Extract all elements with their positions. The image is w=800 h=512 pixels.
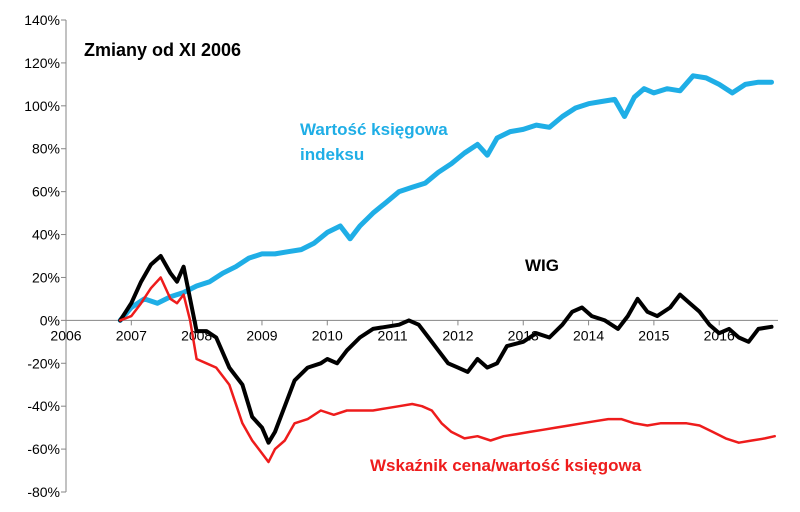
- series-label-wig: WIG: [525, 256, 559, 275]
- series-label-price-to-book: Wskaźnik cena/wartość księgowa: [370, 456, 642, 475]
- series-line-wig: [118, 254, 774, 445]
- y-tick-label: 100%: [24, 98, 60, 114]
- x-tick-label: 2006: [50, 327, 81, 343]
- x-tick-label: 2014: [573, 327, 604, 343]
- y-tick-label: 80%: [32, 141, 60, 157]
- y-tick-label: 120%: [24, 55, 60, 71]
- y-tick-label: 20%: [32, 269, 60, 285]
- x-tick-label: 2007: [116, 327, 147, 343]
- x-tick-label: 2011: [378, 327, 408, 343]
- y-tick-label: -20%: [27, 355, 60, 371]
- series-line-book-value: [117, 73, 774, 323]
- x-tick-label: 2012: [442, 327, 473, 343]
- y-tick-label: -60%: [27, 441, 60, 457]
- y-tick-label: 40%: [32, 227, 60, 243]
- y-tick-label: -80%: [27, 484, 60, 500]
- series-label-book-value: indeksu: [300, 145, 364, 164]
- series-line-price-to-book: [118, 276, 776, 464]
- x-tick-label: 2010: [312, 327, 343, 343]
- axes: -80% -60% -40% -20% 0% 20% 40% 60% 80% 100% 120% 14…: [24, 12, 778, 500]
- x-tick-label: 2015: [638, 327, 669, 343]
- y-tick-label: 60%: [32, 184, 60, 200]
- x-tick-label: 2013: [508, 327, 539, 343]
- x-tick-label: 2009: [246, 327, 277, 343]
- y-tick-label: -40%: [27, 398, 60, 414]
- series-layer: [117, 73, 776, 464]
- labels-layer: Zmiany od XI 2006 Wartość księgowa indeksu…: [84, 40, 642, 475]
- series-label-book-value: Wartość księgowa: [300, 120, 448, 139]
- chart-title: Zmiany od XI 2006: [84, 40, 241, 60]
- y-tick-label: 140%: [24, 12, 60, 28]
- y-tick-label: 0%: [40, 312, 60, 328]
